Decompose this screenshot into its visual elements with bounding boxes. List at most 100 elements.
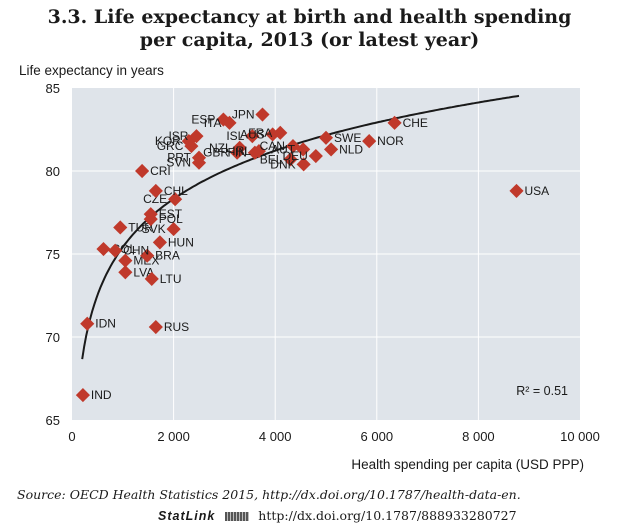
data-point-label: FIN — [228, 146, 247, 160]
data-point-ind: IND — [75, 388, 112, 403]
data-point-label: GBR — [203, 146, 229, 160]
x-tick-label: 8 000 — [462, 429, 495, 444]
source-note: Source: OECD Health Statistics 2015, htt… — [17, 487, 521, 502]
data-point-marker — [283, 152, 298, 167]
x-tick-label: 2 000 — [157, 429, 190, 444]
data-point-marker — [324, 142, 339, 157]
x-tick-label: 0 — [68, 429, 75, 444]
data-point-marker — [168, 192, 183, 207]
data-point-label: CHL — [164, 184, 188, 198]
data-point-chn: CHN — [108, 243, 149, 258]
data-point-label: HUN — [168, 235, 194, 249]
y-tick-label: 65 — [46, 413, 60, 428]
data-point-jpn: JPN — [232, 107, 270, 122]
statlink-label: StatLink — [158, 509, 216, 523]
chart-title-line-2: per capita, 2013 (or latest year) — [139, 29, 480, 51]
data-point-label: SVK — [142, 222, 166, 236]
data-point-marker — [140, 248, 155, 263]
data-point-label: ISL — [226, 129, 244, 143]
data-point-label: DEU — [282, 149, 307, 163]
x-tick-label: 10 000 — [560, 429, 600, 444]
data-point-label: GRC — [157, 139, 184, 153]
data-point-marker — [118, 265, 133, 280]
data-point-marker — [318, 130, 334, 145]
data-point-che: CHE — [387, 115, 428, 130]
data-point-marker — [296, 142, 311, 157]
data-point-label: EST — [159, 207, 183, 221]
data-point-irl: IRL — [232, 144, 267, 159]
data-point-marker — [308, 148, 323, 164]
data-point-prt: PRT — [167, 150, 207, 165]
data-point-bra: BRA — [140, 248, 180, 263]
data-point-swe: SWE — [318, 130, 361, 145]
data-point-cri: CRI — [135, 163, 171, 179]
data-point-marker — [387, 115, 402, 130]
data-point-cze: CZE — [143, 192, 183, 207]
data-point-label: NOR — [377, 134, 404, 148]
data-point-label: NLD — [339, 142, 363, 156]
y-tick-label: 80 — [46, 164, 60, 179]
data-point-nzl: NZL — [209, 140, 247, 155]
data-point-marker — [362, 134, 377, 149]
data-point-nld: NLD — [324, 142, 363, 157]
data-point-label: DNK — [270, 157, 295, 171]
data-point-marker — [80, 316, 95, 331]
y-tick-label: 85 — [46, 81, 60, 96]
data-point-hun: HUN — [152, 235, 194, 250]
data-point-label: ESP — [191, 113, 215, 127]
scatter-chart: 0 2 000 4 000 6 000 8 000 10 000 65 70 75 80 85 IND… — [46, 81, 600, 444]
data-point-label: CHN — [123, 244, 149, 258]
data-point-marker — [189, 129, 204, 144]
data-point-rus: RUS — [148, 319, 189, 335]
data-point-label: AUS — [240, 127, 265, 141]
statlink-url[interactable]: http://dx.doi.org/10.1787/888933280727 — [258, 508, 517, 523]
data-point-marker — [75, 388, 90, 403]
data-point-label: IDN — [95, 317, 116, 331]
data-point-marker — [255, 107, 270, 122]
data-point-marker — [148, 319, 163, 335]
data-point-label: CAN — [260, 139, 285, 153]
y-tick-label: 70 — [46, 330, 60, 345]
data-point-label: TUR — [128, 220, 153, 234]
data-point-marker — [245, 129, 260, 144]
data-point-label: BEL — [260, 152, 283, 166]
data-point-label: CHE — [403, 116, 428, 130]
data-point-label: CRI — [150, 164, 171, 178]
data-point-label: POL — [159, 212, 183, 226]
x-tick-label: 4 000 — [259, 429, 292, 444]
y-axis-label: Life expectancy in years — [19, 63, 164, 78]
data-point-marker — [143, 207, 158, 222]
data-point-bel: BEL — [260, 152, 298, 167]
data-point-marker — [191, 150, 207, 165]
data-point-dnk: DNK — [270, 157, 311, 172]
data-point-usa: USA — [509, 183, 550, 198]
data-point-ltu: LTU — [144, 271, 182, 286]
data-point-label: NZL — [209, 141, 232, 155]
data-point-fra: FRA — [248, 125, 288, 140]
data-point-label: USA — [525, 184, 550, 198]
data-point-idn: IDN — [80, 316, 116, 331]
data-point-svk: SVK — [142, 222, 181, 237]
statlink-row: StatLink http://dx.doi.org/10.1787/88893… — [158, 508, 517, 523]
x-axis-label: Health spending per capita (USD PPP) — [351, 457, 584, 472]
data-point-aut: AUT — [271, 142, 311, 157]
data-point-marker — [152, 235, 167, 250]
chart-title-line-1: 3.3. Life expectancy at birth and health… — [47, 6, 572, 28]
statlink-logo-icon — [224, 512, 249, 522]
data-point-label: JPN — [232, 108, 255, 122]
r-squared-annotation: R² = 0.51 — [516, 384, 568, 398]
data-point-label: CZE — [143, 192, 167, 206]
data-point-label: FRA — [248, 126, 272, 140]
data-point-label: KOR — [155, 134, 181, 148]
data-point-chl: CHL — [148, 183, 188, 198]
data-point-marker — [144, 271, 159, 286]
data-point-marker — [166, 222, 181, 237]
data-point-label: BRA — [155, 249, 180, 263]
data-point-label: LTU — [160, 272, 182, 286]
data-point-label: IND — [91, 388, 112, 402]
data-point-marker — [135, 163, 150, 179]
chart-title: 3.3. Life expectancy at birth and health… — [0, 6, 619, 52]
data-point-label: SVN — [166, 156, 191, 170]
data-point-est: EST — [143, 207, 183, 222]
data-point-deu: DEU — [282, 148, 323, 164]
